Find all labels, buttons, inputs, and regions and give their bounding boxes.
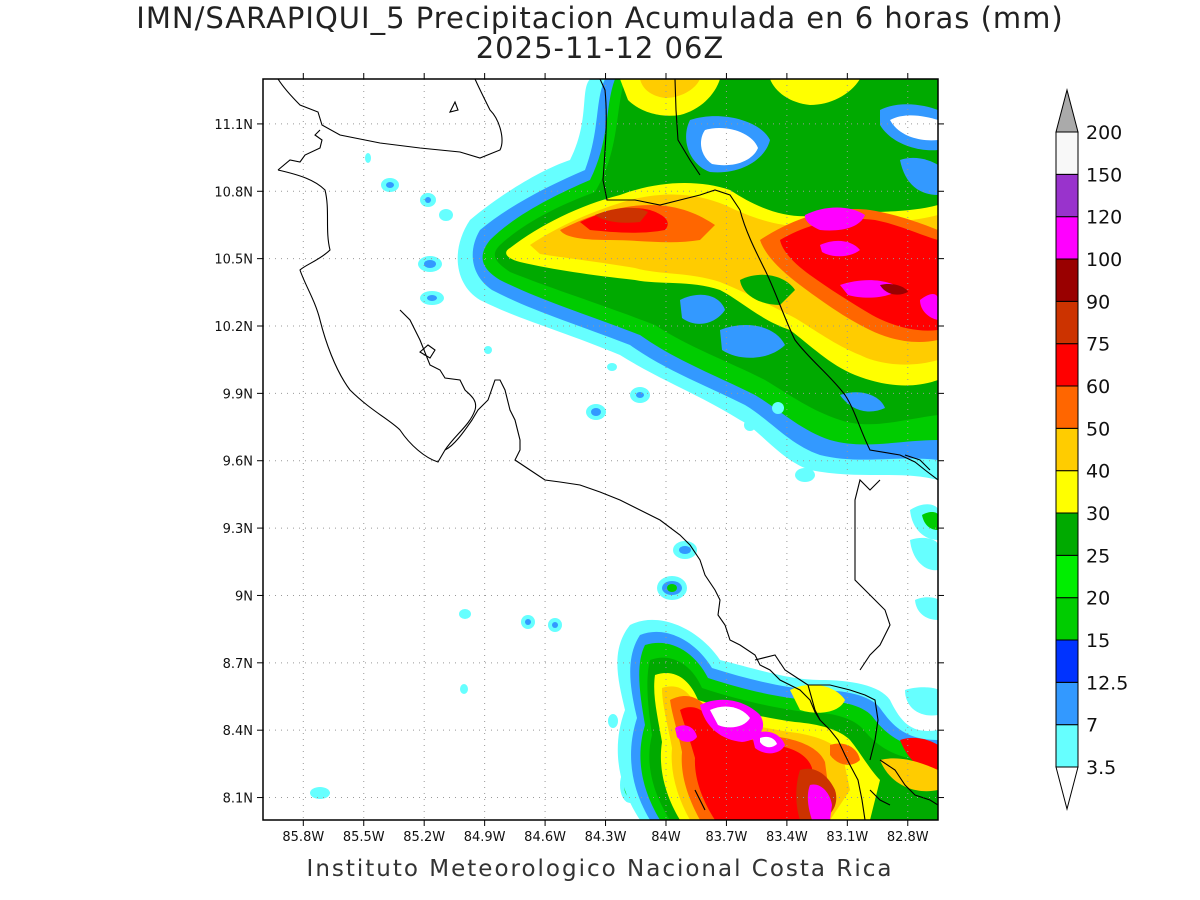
- coastline-borders: [277, 79, 938, 820]
- colorbar-swatch: [1055, 173, 1079, 218]
- credit-footer: Instituto Meteorologico Nacional Costa R…: [306, 856, 894, 882]
- lat-tick-label: 8.7N: [223, 657, 253, 672]
- colorbar-swatch: [1055, 597, 1079, 641]
- lat-tick-label: 9.6N: [223, 455, 253, 470]
- lat-tick-label: 8.1N: [223, 792, 253, 807]
- lon-tick-label: 85.8W: [282, 830, 324, 845]
- colorbar-swatch: [1055, 427, 1079, 472]
- lon-tick-label: 84.9W: [464, 830, 506, 845]
- lat-tick-label: 10.5N: [214, 253, 253, 268]
- colorbar-label: 200: [1086, 122, 1122, 144]
- colorbar-swatch: [1055, 512, 1079, 556]
- chart-title: IMN/SARAPIQUI_5 Precipitacion Acumulada …: [136, 1, 1064, 35]
- lon-tick-label: 84.6W: [524, 830, 566, 845]
- colorbar-under-arrow: [1055, 766, 1079, 811]
- lon-tick-label: 83.1W: [826, 830, 868, 845]
- lat-tick-label: 10.2N: [214, 320, 253, 335]
- colorbar-label: 7: [1086, 715, 1098, 737]
- lat-tick-label: 9N: [235, 589, 253, 604]
- colorbar-label: 120: [1086, 207, 1122, 229]
- lon-tick-label: 83.4W: [766, 830, 808, 845]
- colorbar-swatch: [1055, 258, 1079, 302]
- lon-tick-label: 85.5W: [343, 830, 385, 845]
- colorbar-label: 60: [1086, 376, 1110, 398]
- lon-tick-label: 84.3W: [585, 830, 627, 845]
- colorbar-label: 75: [1086, 334, 1110, 356]
- lat-tick-label: 9.3N: [223, 522, 253, 537]
- colorbar-label: 12.5: [1086, 672, 1128, 694]
- colorbar-label: 25: [1086, 545, 1110, 567]
- colorbar-swatch: [1055, 343, 1079, 387]
- colorbar-swatch: [1055, 131, 1079, 175]
- colorbar-swatch: [1055, 385, 1079, 429]
- lon-tick-label: 85.2W: [403, 830, 445, 845]
- colorbar-label: 100: [1086, 249, 1122, 271]
- chart-subtitle-datetime: 2025-11-12 06Z: [475, 31, 725, 65]
- colorbar-swatch: [1055, 724, 1079, 768]
- colorbar-over-arrow: [1055, 88, 1079, 133]
- colorbar-label: 50: [1086, 418, 1110, 440]
- lat-tick-label: 8.4N: [223, 724, 253, 739]
- colorbar-swatch: [1055, 639, 1079, 683]
- colorbar-swatch: [1055, 216, 1079, 260]
- colorbar-label: 15: [1086, 630, 1110, 652]
- lon-tick-label: 83.7W: [706, 830, 748, 845]
- colorbar-swatch: [1055, 554, 1079, 599]
- lon-axis: 85.8W 85.5W 85.2W 84.9W 84.6W 84.3W 84W 83.7W 83…: [282, 73, 929, 845]
- lon-tick-label: 84W: [651, 830, 681, 845]
- lon-tick-label: 82.8W: [887, 830, 929, 845]
- lat-axis: 11.1N 10.8N 10.5N 10.2N 9.9N 9.6N 9.3N 9N 8.7N 8.…: [214, 118, 944, 807]
- colorbar-label: 3.5: [1086, 757, 1116, 779]
- colorbar-swatch: [1055, 470, 1079, 514]
- colorbar-label: 90: [1086, 291, 1110, 313]
- precip-field: [310, 79, 938, 820]
- colorbar-label: 30: [1086, 503, 1110, 525]
- colorbar-label: 20: [1086, 588, 1110, 610]
- colorbar-label: 150: [1086, 164, 1122, 186]
- lat-tick-label: 11.1N: [214, 118, 253, 133]
- plot-frame: [262, 78, 939, 821]
- colorbar-label: 40: [1086, 461, 1110, 483]
- colorbar-swatch: [1055, 681, 1079, 726]
- colorbar-swatch: [1055, 300, 1079, 345]
- lat-tick-label: 10.8N: [214, 185, 253, 200]
- lat-tick-label: 9.9N: [223, 387, 253, 402]
- colorbar-legend: 3.5 7 12.5 15 20 25 30 40 50 60 75 90 100 120 150 200: [1055, 88, 1128, 811]
